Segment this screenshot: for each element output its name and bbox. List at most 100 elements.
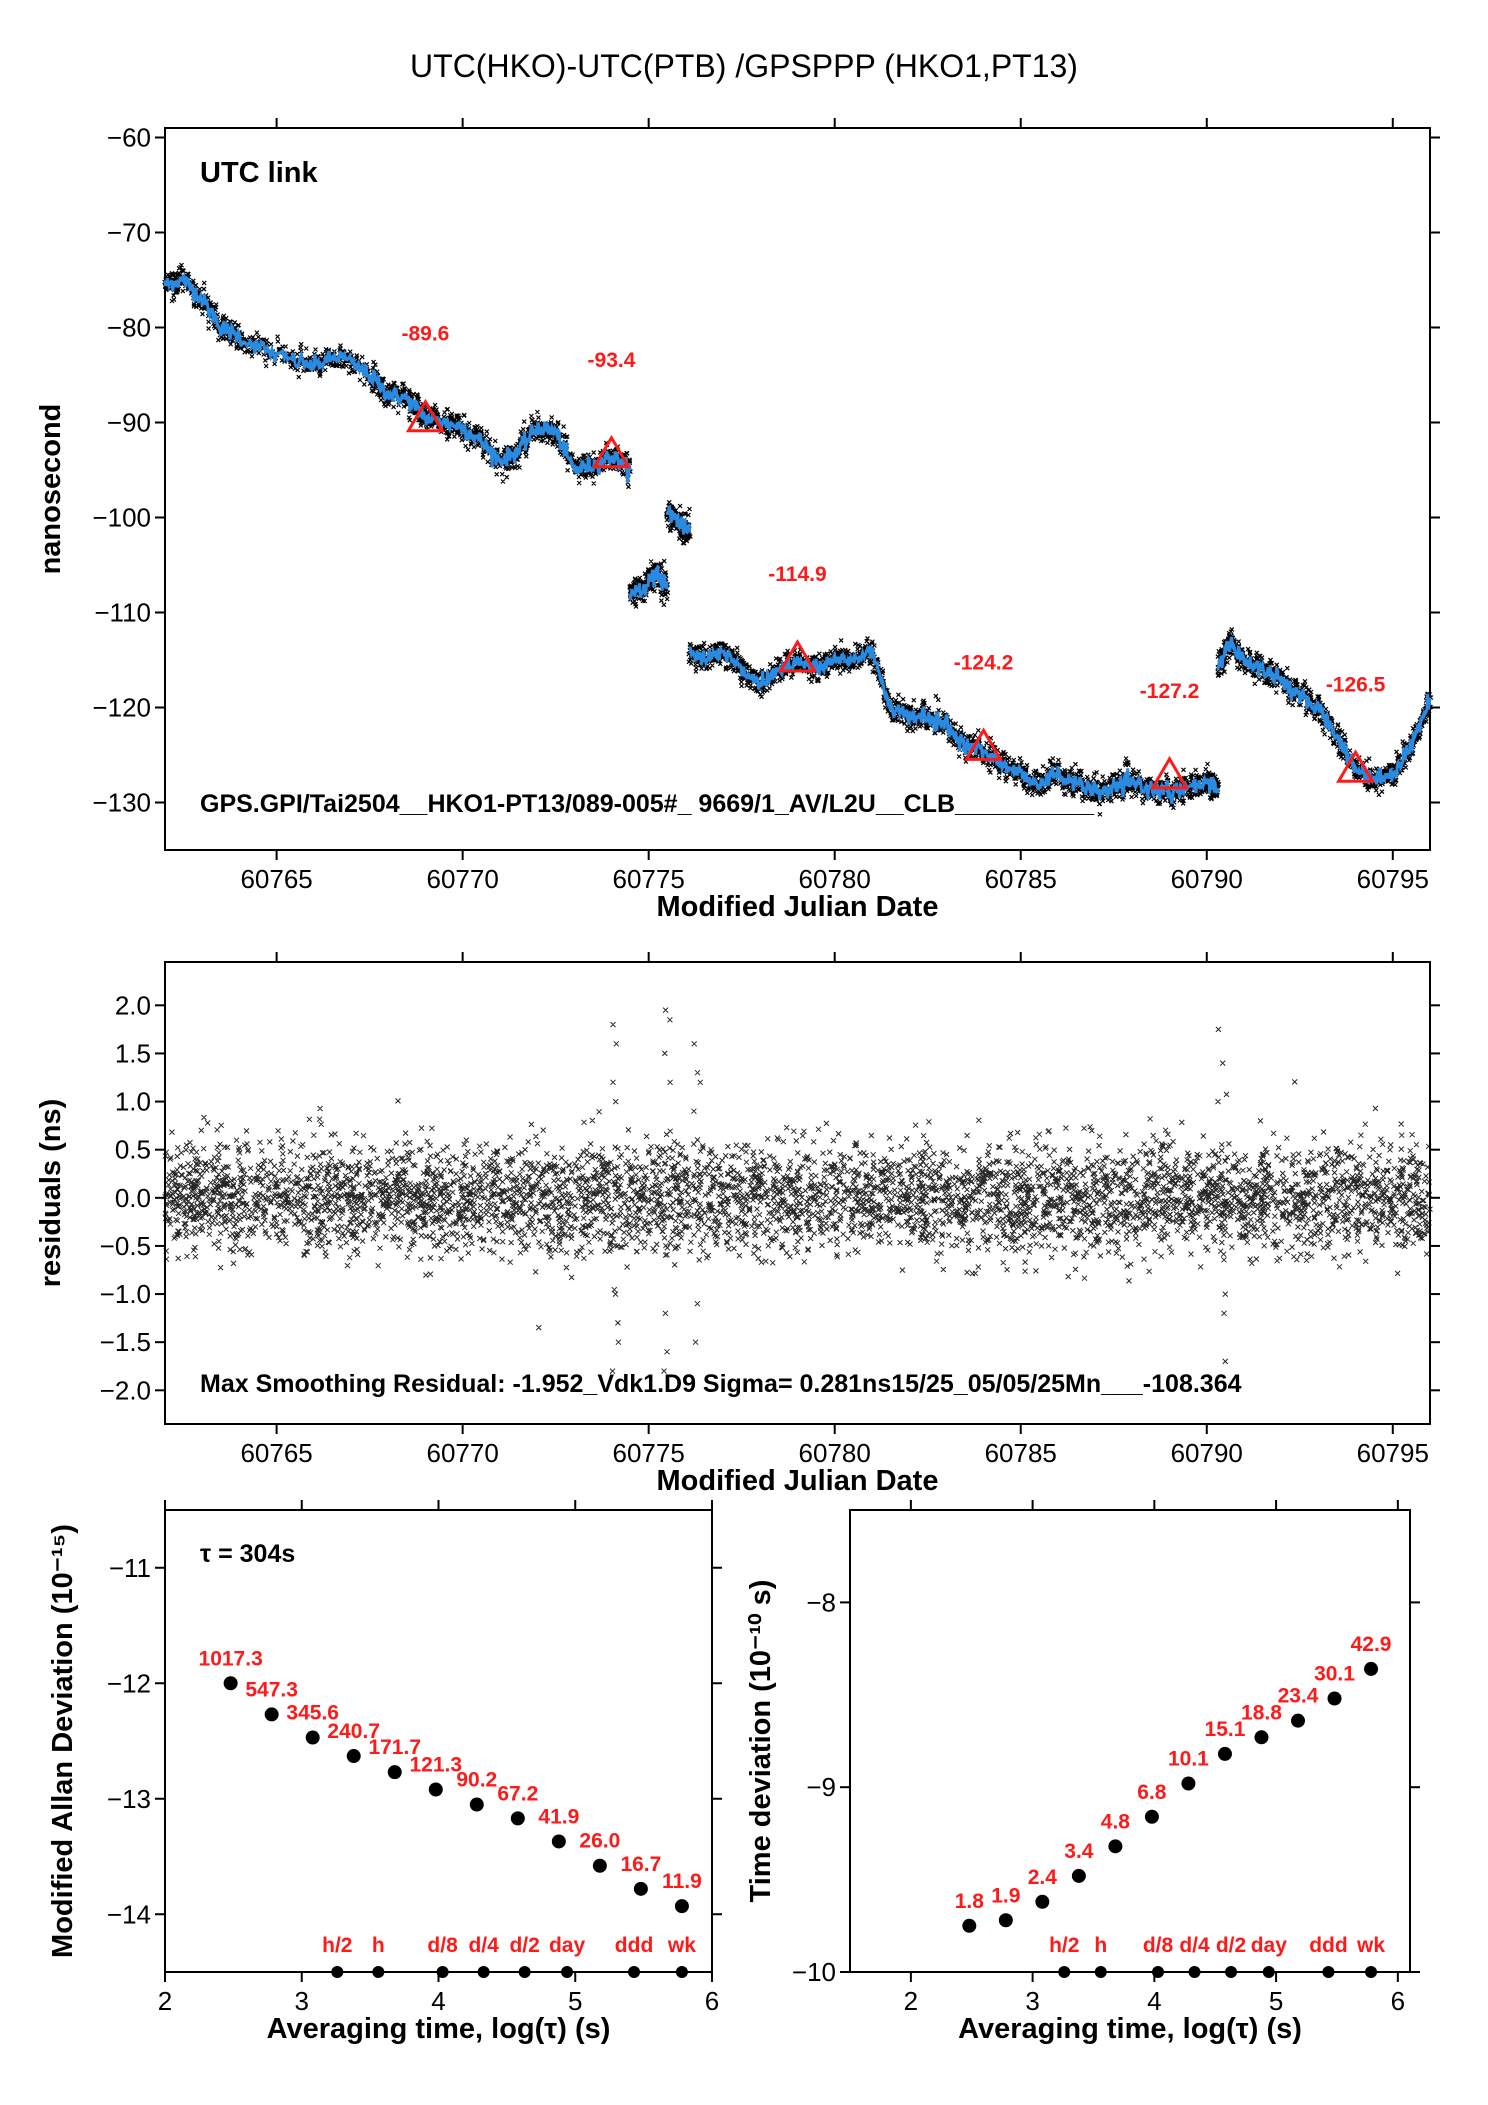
mdev-xtick-label: 6 (705, 1986, 719, 2016)
top-xtick-label: 60795 (1357, 864, 1429, 894)
top-xtick-label: 60790 (1171, 864, 1243, 894)
mdev-ref-mark-5 (561, 1966, 574, 1978)
top-ytick-label: −130 (92, 788, 151, 818)
tdev-point-label-10: 30.1 (1314, 1662, 1355, 1685)
residuals-ytick-label: 0.5 (115, 1135, 151, 1165)
top-annotation: GPS.GPI/Tai2504__HKO1-PT13/089-005#_ 966… (200, 790, 1095, 818)
mdev-ref-label-5: day (549, 1934, 586, 1957)
mdev-ylabel: Modified Allan Deviation (10⁻¹⁵) (47, 1524, 79, 1958)
tdev-ref-mark-7 (1365, 1966, 1378, 1978)
mdev-ref-mark-4 (518, 1966, 531, 1978)
tdev-point-7 (1217, 1746, 1232, 1761)
mdev-point-label-6: 90.2 (456, 1769, 497, 1792)
top-noise-segment-4 (1215, 626, 1434, 798)
tdev-ref-mark-5 (1262, 1966, 1275, 1978)
tdev-ytick-label: −9 (806, 1772, 836, 1802)
mdev-ytick-label: −11 (109, 1553, 151, 1583)
top-xlabel: Modified Julian Date (657, 891, 939, 923)
top-ytick-label: −110 (94, 598, 151, 628)
tdev-xlabel: Averaging time, log(τ) (s) (958, 2013, 1302, 2045)
mdev-ref-label-6: ddd (615, 1934, 653, 1957)
tdev-point-3 (1071, 1868, 1086, 1883)
tdev-point-0 (962, 1918, 977, 1933)
top-marker-4 (1149, 755, 1190, 790)
tdev-point-label-7: 15.1 (1205, 1718, 1246, 1741)
residuals-ytick-label: 2.0 (115, 990, 151, 1020)
mdev-ytick-label: −12 (107, 1668, 151, 1698)
tdev-point-label-3: 3.4 (1064, 1840, 1094, 1863)
top-series-line-4 (1216, 636, 1432, 786)
residuals-ytick-label: 1.0 (115, 1087, 151, 1117)
mdev-ref-mark-0 (331, 1966, 344, 1978)
mdev-point-7 (510, 1811, 525, 1826)
residuals-ytick-label: −0.5 (100, 1231, 151, 1261)
top-series-line-1 (628, 564, 669, 600)
mdev-xtick-label: 2 (158, 1986, 172, 2016)
top-frame (164, 127, 1431, 851)
top-marker-3 (963, 727, 1004, 761)
tdev-point-5 (1144, 1809, 1159, 1824)
tdev-ref-mark-3 (1188, 1966, 1201, 1978)
tdev-xtick-label: 3 (1025, 1986, 1039, 2016)
mdev-point-0 (223, 1676, 238, 1691)
mdev-ref-mark-6 (628, 1966, 641, 1978)
mdev-xtick-label: 3 (295, 1986, 309, 2016)
mdev-point-label-8: 41.9 (538, 1805, 579, 1828)
tdev-point-label-0: 1.8 (955, 1890, 985, 1913)
tdev-ref-label-1: h (1094, 1934, 1107, 1957)
top-ytick-label: −90 (107, 408, 151, 438)
tdev-ytick-label: −10 (792, 1957, 836, 1987)
top-marker-label-5: -126.5 (1326, 673, 1386, 696)
mdev-ref-mark-2 (436, 1966, 449, 1978)
top-ytick-label: −80 (107, 313, 151, 343)
tdev-point-label-11: 42.9 (1351, 1633, 1392, 1656)
residuals-ylabel: residuals (ns) (35, 1099, 67, 1288)
top-marker-1 (591, 434, 632, 469)
tdev-ref-label-5: day (1251, 1934, 1288, 1957)
top-marker-label-2: -114.9 (768, 563, 826, 586)
top-xtick-label: 60775 (613, 864, 685, 894)
mdev-point-11 (674, 1899, 689, 1914)
tdev-ylabel: Time deviation (10⁻¹⁰ s) (745, 1580, 777, 1903)
mdev-point-label-4: 171.7 (368, 1736, 421, 1759)
mdev-point-2 (305, 1730, 320, 1745)
mdev-tau-note: τ = 304s (200, 1540, 295, 1568)
top-series-group (162, 262, 1434, 817)
tdev-ref-mark-6 (1322, 1966, 1335, 1978)
mdev-point-6 (469, 1797, 484, 1812)
mdev-ref-label-2: d/8 (427, 1934, 458, 1957)
top-ytick-label: −70 (107, 218, 151, 248)
tdev-xtick-label: 4 (1147, 1986, 1161, 2016)
tdev-ref-label-4: d/2 (1216, 1934, 1246, 1957)
mdev-ref-label-7: wk (667, 1934, 696, 1957)
tdev-point-4 (1108, 1839, 1123, 1854)
tdev-ref-label-2: d/8 (1143, 1934, 1174, 1957)
residual-points (162, 1007, 1433, 1374)
tdev-ref-label-6: ddd (1309, 1934, 1347, 1957)
top-series-line-0 (163, 272, 632, 483)
tdev-xtick-label: 2 (904, 1986, 918, 2016)
residuals-ytick-label: 1.5 (115, 1038, 151, 1068)
top-marker-5 (1335, 749, 1376, 783)
tdev-point-6 (1181, 1776, 1196, 1791)
mdev-point-label-0: 1017.3 (199, 1647, 263, 1670)
residuals-xtick-label: 60775 (613, 1438, 685, 1468)
mdev-point-label-9: 26.0 (579, 1830, 620, 1853)
mdev-point-label-2: 345.6 (286, 1702, 339, 1725)
residuals-xtick-label: 60765 (240, 1438, 312, 1468)
tdev-ref-mark-0 (1058, 1966, 1071, 1978)
top-series-line-3 (688, 644, 1220, 805)
top-series-line-2 (665, 505, 692, 535)
mdev-ref-mark-1 (372, 1966, 385, 1978)
tdev-frame (849, 1509, 1411, 1973)
mdev-ref-label-0: h/2 (322, 1934, 352, 1957)
tdev-xtick-label: 6 (1391, 1986, 1405, 2016)
tdev-point-label-4: 4.8 (1101, 1810, 1131, 1833)
tdev-point-label-9: 23.4 (1278, 1685, 1319, 1708)
tdev-ytick-label: −8 (806, 1587, 836, 1617)
residuals-xtick-label: 60770 (426, 1438, 498, 1468)
mdev-frame (164, 1509, 713, 1973)
mdev-point-10 (633, 1881, 648, 1896)
mdev-point-3 (346, 1749, 361, 1764)
tdev-point-8 (1254, 1730, 1269, 1745)
